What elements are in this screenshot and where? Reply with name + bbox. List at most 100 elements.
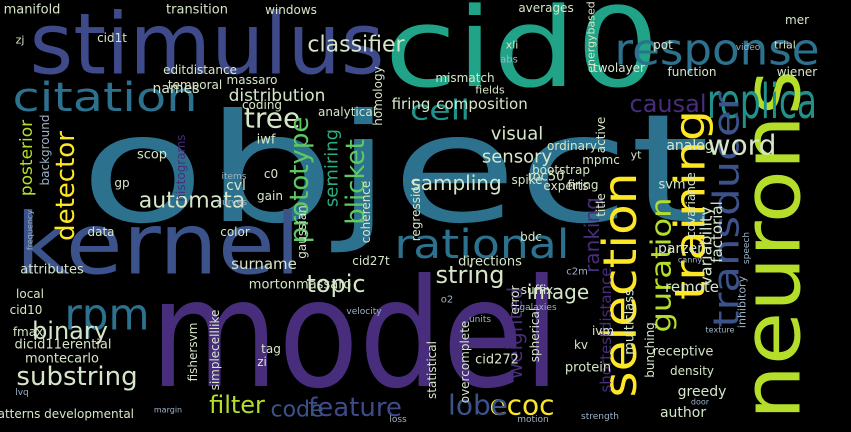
word: shortestdistance xyxy=(597,267,615,392)
word: multiclass xyxy=(623,289,638,355)
word: bunching xyxy=(643,322,657,378)
word: attributes xyxy=(20,263,84,278)
word: tag xyxy=(261,342,281,356)
word: string xyxy=(436,261,505,289)
word: cid0 xyxy=(385,0,660,112)
word: fmax xyxy=(13,325,43,339)
word: word xyxy=(708,129,777,162)
word: iwf xyxy=(257,133,276,148)
word: error xyxy=(508,285,522,314)
word: galaxies xyxy=(519,303,557,313)
word: firing xyxy=(567,178,598,192)
word: temporal xyxy=(168,78,222,92)
word: substring xyxy=(16,362,137,392)
word: mortonmassaro xyxy=(249,278,351,293)
word: regression xyxy=(409,179,423,242)
word: local xyxy=(16,287,44,301)
word: overcomplete xyxy=(458,321,472,404)
word: inhibitory xyxy=(736,275,749,328)
word: distribution xyxy=(229,86,326,106)
word: rpm xyxy=(65,290,150,341)
word: model xyxy=(150,248,560,422)
word: homology xyxy=(371,66,385,125)
word: analog xyxy=(666,138,713,154)
word: spherical xyxy=(528,308,542,362)
word: neurons xyxy=(726,70,819,420)
word: weighted xyxy=(503,287,527,379)
word: classifier xyxy=(307,33,405,58)
word: feature xyxy=(308,393,402,423)
word: suffix xyxy=(521,283,554,297)
word: cvl xyxy=(226,178,246,194)
word: binary xyxy=(32,317,108,345)
word: stimulus xyxy=(30,0,385,95)
word: units xyxy=(469,315,491,325)
word: visual xyxy=(491,124,543,145)
word: blicket xyxy=(341,139,371,225)
word: patterns developmental xyxy=(0,407,134,421)
word: dicid11erential xyxy=(15,338,112,353)
word: composition xyxy=(436,95,527,113)
word: zj xyxy=(16,34,25,47)
word: zi xyxy=(257,355,267,369)
word: lvq xyxy=(15,388,29,398)
word: function xyxy=(667,65,716,79)
word: ivm xyxy=(592,324,614,338)
word: cid1t xyxy=(97,31,127,45)
word: coding xyxy=(242,98,282,112)
word: texture xyxy=(706,326,735,335)
word: xli xyxy=(506,39,519,52)
word: statistical xyxy=(425,341,439,399)
word: loss xyxy=(389,415,407,425)
word: background xyxy=(38,115,52,186)
word: yt xyxy=(631,149,643,162)
word: editdistance xyxy=(163,63,237,77)
word: simplecelllike xyxy=(208,310,222,391)
word: cid10 xyxy=(10,303,43,317)
word: variability xyxy=(697,206,716,285)
word: analytical xyxy=(318,105,376,119)
word: ecoc xyxy=(489,389,554,422)
word: causal xyxy=(630,90,707,118)
word: citation xyxy=(13,75,198,121)
word: spike xyxy=(511,173,542,187)
word: canny xyxy=(678,256,702,265)
word: cid272 xyxy=(475,353,519,368)
word: response xyxy=(615,25,820,76)
word: semiring xyxy=(322,129,343,207)
word: margin xyxy=(154,406,182,415)
word: frequency xyxy=(26,210,35,250)
word: windows xyxy=(265,3,317,17)
word: lobe xyxy=(448,389,508,422)
word: firing xyxy=(392,95,431,113)
word: gaussian xyxy=(295,205,309,258)
word: energybased xyxy=(585,1,598,73)
word: tree xyxy=(244,102,300,135)
word: remote xyxy=(665,278,719,296)
word: kv xyxy=(574,338,588,352)
word: code xyxy=(270,398,323,423)
word: kernel xyxy=(16,196,301,295)
word: abs xyxy=(500,55,518,66)
word: topic xyxy=(306,270,365,298)
word: c0 xyxy=(264,167,278,181)
word: replica xyxy=(707,74,817,130)
word: svm xyxy=(658,178,685,193)
word: title xyxy=(594,193,608,216)
word: montecarlo xyxy=(25,352,99,367)
word: strength xyxy=(581,412,619,422)
word: pot xyxy=(653,38,673,52)
word: massaro xyxy=(227,73,278,87)
word: bdc xyxy=(520,230,542,244)
word: object xyxy=(80,83,710,257)
word: trial xyxy=(774,39,796,52)
word: guration xyxy=(645,198,678,333)
word: image xyxy=(527,280,589,304)
word: o2 xyxy=(441,295,453,306)
word: transition xyxy=(166,3,228,18)
word: mer xyxy=(785,13,809,27)
word: histograms xyxy=(174,134,188,201)
word: surname xyxy=(231,255,297,273)
word: parzen xyxy=(658,241,706,257)
